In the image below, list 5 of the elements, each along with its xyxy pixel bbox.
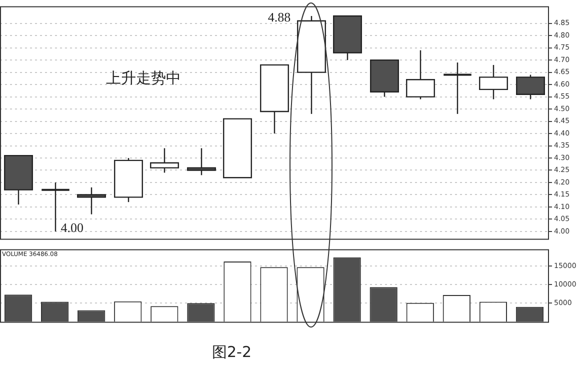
annotation: 4.00	[60, 220, 84, 235]
annotation: 4.88	[268, 9, 291, 24]
caption: 图2-2	[212, 343, 252, 362]
annotation: 上升走势中	[106, 70, 181, 87]
candlestick	[442, 62, 472, 115]
